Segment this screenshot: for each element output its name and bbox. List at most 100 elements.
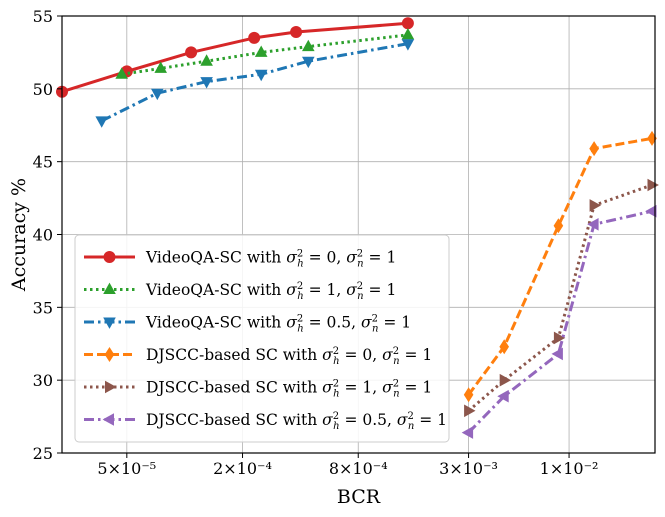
- superscript: 2: [372, 314, 378, 325]
- data-point: [200, 77, 213, 89]
- legend-prefix: DJSCC-based SC with: [146, 346, 322, 364]
- subscript: n: [357, 259, 363, 270]
- data-point: [589, 141, 599, 157]
- x-tick-label: 5×10⁻⁵: [97, 459, 156, 478]
- data-point: [401, 39, 415, 51]
- x-tick-label: 3×10⁻³: [439, 459, 498, 478]
- data-point: [587, 218, 599, 231]
- legend-label: VideoQA-SC with σ2 h = 1, σ2 n = 1: [145, 281, 396, 302]
- sigma-symbol: σ: [322, 379, 333, 397]
- data-point: [463, 387, 474, 403]
- legend-label: DJSCC-based SC with σ2 h = 0.5, σ2 n = 1: [146, 411, 447, 432]
- x-axis-label: BCR: [337, 486, 381, 508]
- legend-prefix: VideoQA-SC with: [145, 314, 286, 332]
- legend-marker: [102, 413, 114, 426]
- y-tick-label: 45: [33, 153, 53, 172]
- sigma-symbol: σ: [382, 346, 393, 364]
- data-point: [154, 61, 167, 73]
- sigma-symbol: σ: [286, 281, 297, 299]
- series-line: [467, 136, 653, 396]
- legend-entry: DJSCC-based SC with σ2 h = 0.5, σ2 n = 1: [84, 411, 447, 432]
- data-point: [589, 199, 601, 212]
- subscript: n: [357, 291, 363, 302]
- subscript: n: [408, 421, 414, 432]
- h-value: = 0.5,: [340, 411, 397, 429]
- subscript: h: [297, 259, 303, 270]
- data-point: [115, 67, 128, 79]
- subscript: h: [297, 291, 303, 302]
- subscript: h: [333, 389, 339, 400]
- sigma-symbol: σ: [322, 411, 333, 429]
- data-point: [464, 404, 476, 418]
- axis-ticks: 25 30 35 40 45 50 55 5×10⁻⁵ 2×10⁻⁴ 8×10⁻⁴ 3×10⁻³ 1×…: [33, 7, 599, 478]
- data-point: [647, 130, 657, 146]
- data-point: [401, 17, 414, 30]
- legend-prefix: DJSCC-based SC with: [146, 411, 322, 429]
- x-tick-label: 2×10⁻⁴: [213, 459, 272, 478]
- n-value: = 1: [414, 411, 447, 429]
- data-point: [499, 339, 509, 355]
- legend-box: [74, 234, 450, 443]
- data-point: [185, 46, 198, 59]
- x-tick-label: 1×10⁻²: [540, 459, 599, 478]
- data-point: [254, 45, 268, 57]
- data-point: [461, 426, 474, 439]
- legend-entry: DJSCC-based SC with σ2 h = 0, σ2 n = 1: [84, 346, 432, 367]
- y-tick-label: 35: [33, 298, 53, 317]
- data-point: [645, 204, 657, 218]
- n-value: = 1: [364, 281, 397, 299]
- superscript: 2: [333, 346, 339, 357]
- subscript: n: [393, 389, 399, 400]
- data-point: [254, 69, 268, 82]
- legend-entry: VideoQA-SC with σ2 h = 0, σ2 n = 1: [84, 249, 396, 270]
- data-point: [551, 347, 563, 361]
- sigma-symbol: σ: [322, 346, 333, 364]
- series-line: [101, 42, 409, 123]
- legend-label: DJSCC-based SC with σ2 h = 1, σ2 n = 1: [146, 379, 432, 400]
- superscript: 2: [393, 379, 399, 390]
- subscript: n: [372, 324, 378, 335]
- data-point: [499, 373, 512, 387]
- superscript: 2: [333, 411, 339, 422]
- superscript: 2: [297, 314, 303, 325]
- sigma-symbol: σ: [346, 281, 357, 299]
- sigma-symbol: σ: [382, 379, 393, 397]
- data-point: [248, 31, 261, 44]
- data-point: [497, 389, 509, 403]
- data-point: [647, 178, 659, 192]
- legend-entry: VideoQA-SC with σ2 h = 0.5, σ2 n = 1: [84, 314, 411, 335]
- data-point: [553, 218, 564, 234]
- y-tick-label: 40: [33, 226, 53, 245]
- y-tick-label: 55: [33, 7, 53, 26]
- superscript: 2: [393, 346, 399, 357]
- data-point: [401, 28, 415, 40]
- subscript: h: [333, 356, 339, 367]
- legend-label: VideoQA-SC with σ2 h = 0, σ2 n = 1: [145, 249, 396, 270]
- legend-marker: [105, 380, 117, 394]
- series-lines: [56, 17, 659, 439]
- series-line: [61, 21, 409, 94]
- n-value: = 1: [400, 379, 433, 397]
- legend-entry: VideoQA-SC with σ2 h = 1, σ2 n = 1: [84, 281, 396, 302]
- y-axis-label: Accuracy %: [8, 178, 30, 292]
- n-value: = 1: [400, 346, 433, 364]
- series: [115, 28, 415, 79]
- legend: VideoQA-SC with σ2 h = 0, σ2 n = 1VideoQA-…: [74, 234, 450, 443]
- superscript: 2: [357, 281, 363, 292]
- n-value: = 1: [364, 249, 397, 267]
- data-point: [302, 39, 315, 52]
- legend-prefix: VideoQA-SC with: [145, 281, 286, 299]
- h-value: = 0.5,: [304, 314, 361, 332]
- data-point: [200, 54, 213, 66]
- series: [461, 204, 657, 439]
- h-value: = 1,: [340, 379, 383, 397]
- n-value: = 1: [378, 314, 411, 332]
- data-point: [95, 116, 108, 128]
- legend-prefix: VideoQA-SC with: [145, 249, 286, 267]
- sigma-symbol: σ: [361, 314, 372, 332]
- x-tick-label: 8×10⁻⁴: [329, 459, 388, 478]
- series: [463, 130, 657, 403]
- sigma-symbol: σ: [286, 249, 297, 267]
- legend-label: DJSCC-based SC with σ2 h = 0, σ2 n = 1: [146, 346, 432, 367]
